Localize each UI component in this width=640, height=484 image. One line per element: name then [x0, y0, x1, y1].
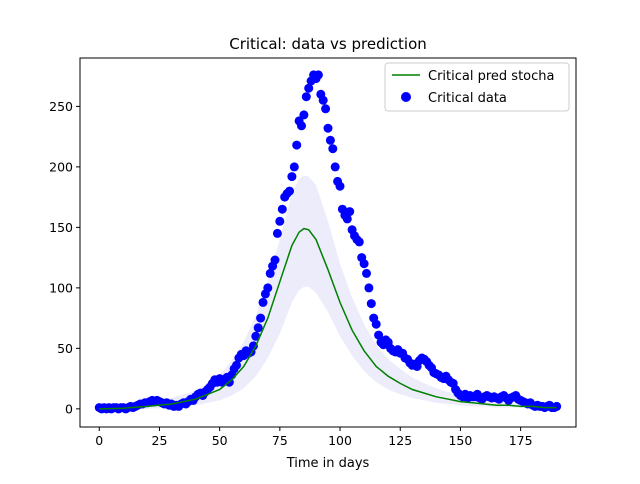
- data-point: [323, 123, 333, 133]
- data-point: [359, 259, 369, 269]
- data-point: [292, 140, 302, 150]
- data-point: [304, 83, 314, 93]
- data-point: [275, 216, 285, 226]
- data-point: [248, 341, 258, 351]
- data-point: [335, 181, 345, 191]
- x-tick-label: 100: [328, 433, 352, 448]
- data-point: [371, 319, 381, 329]
- data-point: [345, 207, 355, 217]
- data-point: [253, 323, 263, 333]
- y-tick-label: 250: [49, 99, 73, 114]
- x-axis-label: Time in days: [286, 456, 370, 471]
- data-point: [354, 237, 364, 247]
- data-point: [321, 104, 331, 114]
- y-tick-label: 50: [57, 341, 73, 356]
- data-point: [265, 268, 275, 278]
- data-point: [364, 283, 374, 293]
- data-point: [313, 70, 323, 80]
- data-point: [301, 92, 311, 102]
- x-tick-label: 50: [212, 433, 228, 448]
- data-point: [374, 330, 384, 340]
- y-tick-label: 100: [49, 280, 73, 295]
- data-point: [258, 297, 268, 307]
- chart-title: Critical: data vs prediction: [229, 35, 427, 53]
- data-point: [299, 110, 309, 120]
- x-tick-label: 175: [509, 433, 533, 448]
- data-point: [328, 144, 338, 154]
- legend-box: [384, 62, 570, 112]
- data-point: [297, 121, 306, 131]
- legend: Critical pred stocha Critical data: [384, 62, 570, 112]
- data-point: [362, 268, 371, 278]
- data-point: [325, 135, 335, 145]
- y-tick-label: 200: [49, 159, 73, 174]
- x-tick-label: 75: [272, 433, 288, 448]
- data-point: [330, 162, 340, 172]
- data-point: [287, 172, 297, 182]
- plot-frame: [79, 57, 577, 428]
- x-tick-label: 25: [152, 433, 168, 448]
- data-point: [277, 204, 287, 214]
- x-tick-label: 125: [388, 433, 412, 448]
- data-point: [232, 360, 241, 370]
- y-tick-label: 0: [65, 401, 73, 416]
- data-point: [270, 255, 280, 265]
- x-tick-label: 150: [448, 433, 472, 448]
- data-point: [342, 214, 352, 224]
- x-tick-label: 0: [95, 433, 103, 448]
- prediction-band: [99, 175, 557, 409]
- legend-line-label: Critical pred stocha: [428, 69, 554, 84]
- legend-dot-swatch: [401, 92, 411, 102]
- legend-dot-label: Critical data: [428, 91, 507, 106]
- data-point: [285, 186, 294, 196]
- data-point: [256, 313, 266, 323]
- data-point: [251, 331, 261, 341]
- y-tick-label: 150: [49, 220, 73, 235]
- data-point: [289, 162, 299, 172]
- data-point: [263, 283, 273, 293]
- plot-area: 0 25 50 75 100 125 150 175 0 50 100 150 200 250: [49, 57, 577, 448]
- data-point: [366, 299, 376, 309]
- prediction-line: [99, 227, 557, 410]
- data-point: [552, 401, 562, 411]
- data-point: [318, 95, 328, 105]
- data-point: [272, 228, 282, 238]
